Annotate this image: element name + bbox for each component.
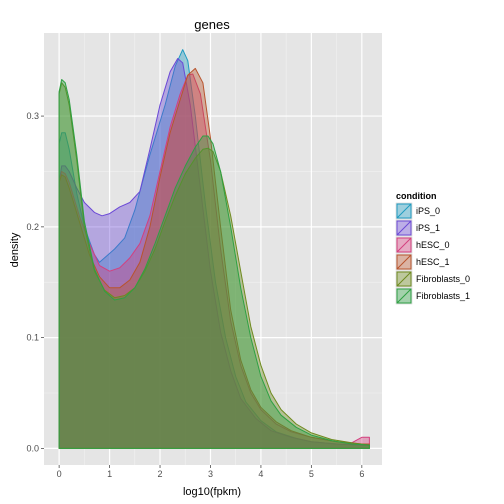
density-fibroblasts-0	[58, 82, 370, 449]
y-tick-label: 0.0	[26, 443, 39, 453]
x-tick-label: 4	[258, 469, 263, 479]
legend-label: hESC_1	[416, 257, 450, 267]
legend-key-line	[396, 220, 412, 236]
legend: condition iPS_0 iPS_1 hESC_0 hESC_1 Fibrobla…	[395, 191, 470, 305]
y-tick-label: 0.3	[26, 111, 39, 121]
density-fibroblasts-1	[58, 79, 370, 449]
y-axis: 0.0 0.1 0.2 0.3	[26, 111, 44, 453]
legend-label: Fibroblasts_0	[416, 274, 470, 284]
chart-title: genes	[194, 17, 230, 32]
legend-key-line	[396, 271, 412, 287]
legend-label: iPS_1	[416, 223, 440, 233]
x-tick-label: 6	[359, 469, 364, 479]
x-tick-label: 0	[57, 469, 62, 479]
x-tick-label: 1	[107, 469, 112, 479]
legend-key-line	[396, 288, 412, 304]
x-axis-title: log10(fpkm)	[183, 486, 241, 498]
legend-label: iPS_0	[416, 206, 440, 216]
x-tick-label: 5	[309, 469, 314, 479]
density-hesc-1	[58, 67, 370, 449]
x-tick-label: 3	[208, 469, 213, 479]
y-tick-label: 0.1	[26, 333, 39, 343]
legend-title: condition	[396, 191, 437, 201]
legend-key-line	[396, 254, 412, 270]
density-ips-1	[58, 58, 370, 449]
series-layer	[58, 49, 370, 449]
legend-key-line	[396, 237, 412, 253]
y-axis-title: density	[9, 232, 21, 267]
x-tick-label: 2	[158, 469, 163, 479]
y-tick-label: 0.2	[26, 222, 39, 232]
legend-label: Fibroblasts_1	[416, 291, 470, 301]
x-axis: 0 1 2 3 4 5 6	[57, 465, 364, 479]
legend-label: hESC_0	[416, 240, 450, 250]
legend-key-line	[396, 203, 412, 219]
